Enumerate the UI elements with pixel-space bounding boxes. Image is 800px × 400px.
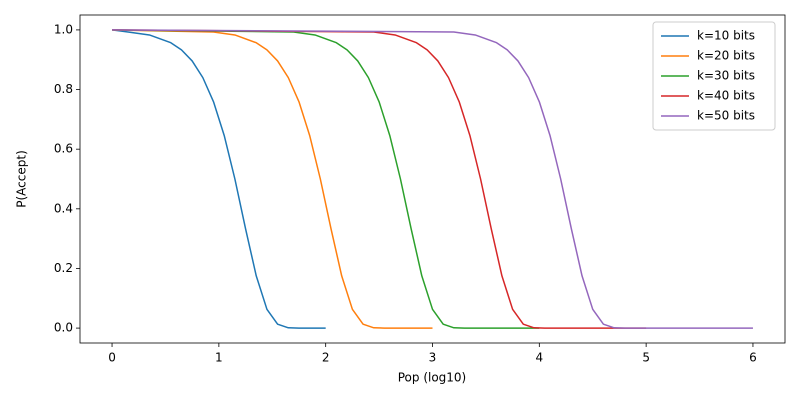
- legend-label: k=30 bits: [697, 69, 755, 83]
- x-tick-label: 2: [322, 351, 330, 365]
- y-tick-label: 0.8: [54, 82, 73, 96]
- y-axis-label: P(Accept): [15, 150, 29, 208]
- y-tick-label: 0.2: [54, 261, 73, 275]
- y-tick-label: 0.4: [54, 201, 73, 215]
- y-tick-label: 1.0: [54, 22, 73, 36]
- line-series: [112, 29, 433, 329]
- legend-label: k=20 bits: [697, 49, 755, 63]
- line-series: [111, 29, 326, 329]
- x-tick-label: 3: [429, 351, 437, 365]
- line-series: [112, 29, 647, 329]
- y-tick-label: 0.6: [54, 142, 73, 156]
- y-tick-label: 0.0: [54, 321, 73, 335]
- x-axis-label: Pop (log10): [398, 371, 467, 385]
- line-series: [112, 29, 753, 329]
- legend-label: k=50 bits: [697, 109, 755, 123]
- axes-frame: [79, 14, 786, 344]
- x-tick-label: 1: [215, 351, 223, 365]
- x-tick-label: 6: [749, 351, 757, 365]
- x-tick-label: 5: [642, 351, 650, 365]
- x-tick-label: 0: [108, 351, 116, 365]
- legend-label: k=10 bits: [697, 29, 755, 43]
- x-tick-label: 4: [535, 351, 543, 365]
- legend-label: k=40 bits: [697, 89, 755, 103]
- legend-box: [652, 21, 776, 131]
- line-series: [112, 29, 540, 329]
